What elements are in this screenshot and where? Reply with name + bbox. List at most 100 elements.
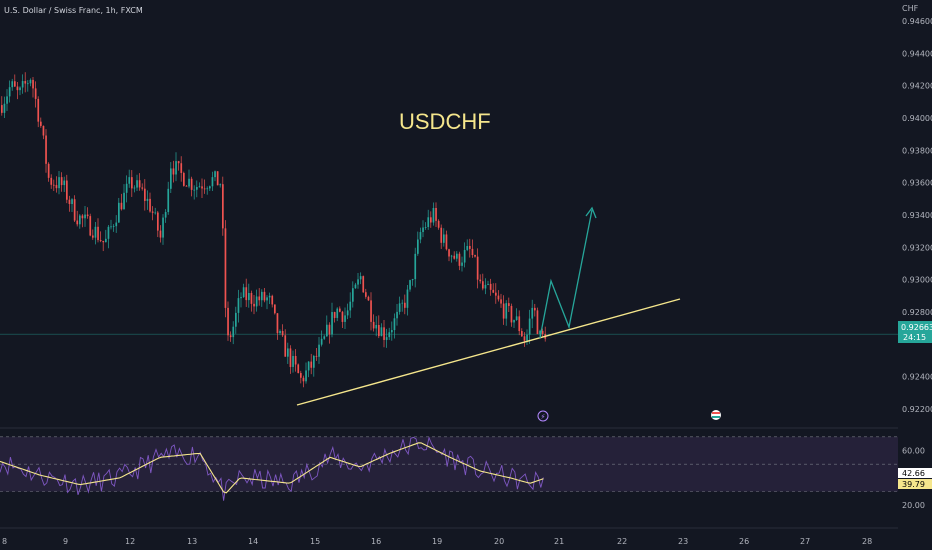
candle-body bbox=[349, 301, 352, 311]
candle-body bbox=[175, 161, 177, 175]
candle-body bbox=[279, 331, 281, 334]
candle-body bbox=[219, 184, 222, 186]
candle-body bbox=[177, 161, 180, 164]
candle-body bbox=[378, 324, 380, 337]
candle-body bbox=[456, 253, 458, 259]
candle-body bbox=[383, 327, 385, 340]
candle-body bbox=[476, 256, 479, 280]
candle-body bbox=[55, 185, 58, 189]
bar-countdown: 24:15 bbox=[903, 333, 926, 342]
candle-body bbox=[79, 215, 81, 225]
candle-body bbox=[40, 121, 42, 126]
candle-body bbox=[359, 276, 362, 280]
candle-body bbox=[445, 234, 448, 250]
candle-body bbox=[305, 370, 307, 382]
candle-body bbox=[346, 310, 349, 316]
candle-body bbox=[136, 180, 138, 188]
candle-body bbox=[414, 253, 417, 280]
candle-body bbox=[149, 198, 151, 212]
time-tick-label: 14 bbox=[248, 537, 258, 546]
candle-body bbox=[328, 324, 331, 335]
candle-body bbox=[458, 253, 461, 266]
candle-body bbox=[50, 177, 53, 185]
candle-body bbox=[144, 188, 146, 201]
candle-body bbox=[339, 308, 341, 312]
candle-body bbox=[71, 199, 73, 205]
candle-body bbox=[157, 212, 159, 231]
price-tick-label: 0.93400 bbox=[902, 211, 932, 220]
candle-body bbox=[196, 187, 198, 190]
candle-body bbox=[307, 361, 310, 371]
candle-body bbox=[68, 199, 71, 205]
candle-body bbox=[167, 188, 170, 213]
candle-body bbox=[508, 303, 510, 306]
candle-body bbox=[66, 180, 68, 200]
candle-body bbox=[326, 324, 328, 337]
candle-body bbox=[276, 313, 279, 334]
flag-event-icon[interactable] bbox=[711, 410, 721, 420]
candle-body bbox=[474, 255, 476, 257]
candle-body bbox=[253, 303, 255, 307]
candle-body bbox=[63, 180, 66, 186]
candle-body bbox=[523, 336, 526, 341]
candle-body bbox=[214, 171, 216, 178]
candle-body bbox=[89, 216, 92, 236]
time-tick-label: 13 bbox=[187, 537, 197, 546]
candle-body bbox=[141, 187, 144, 189]
candle-body bbox=[417, 239, 419, 254]
time-tick-label: 22 bbox=[617, 537, 627, 546]
candle-body bbox=[357, 279, 359, 285]
candle-body bbox=[437, 220, 440, 228]
candle-body bbox=[102, 240, 105, 243]
candle-body bbox=[510, 305, 513, 323]
candle-body bbox=[393, 318, 396, 331]
candle-body bbox=[110, 226, 112, 228]
candle-body bbox=[237, 298, 240, 313]
lightning-icon[interactable]: ⚡ bbox=[537, 410, 549, 422]
candle-body bbox=[235, 312, 237, 327]
rsi-value: 42.66 bbox=[902, 469, 925, 478]
projection-path bbox=[539, 209, 593, 339]
candle-body bbox=[211, 177, 214, 187]
candle-body bbox=[495, 292, 497, 296]
price-axis[interactable]: CHF 0.94600 0.94400 0.94200 0.94000 0.93800 0… bbox=[902, 4, 932, 414]
candle-body bbox=[268, 295, 271, 298]
candle-body bbox=[222, 184, 224, 229]
candle-body bbox=[115, 222, 118, 227]
candle-body bbox=[500, 299, 502, 304]
time-tick-label: 9 bbox=[63, 537, 68, 546]
current-price-value: 0.92663 bbox=[901, 323, 932, 332]
chart-annotation-title: USDCHF bbox=[399, 109, 491, 134]
candle-body bbox=[86, 214, 89, 217]
time-tick-label: 21 bbox=[554, 537, 564, 546]
price-tick-label: 0.93800 bbox=[902, 146, 932, 155]
support-trendline bbox=[296, 298, 681, 406]
candle-body bbox=[261, 291, 263, 301]
candle-body bbox=[385, 337, 388, 340]
candle-body bbox=[58, 177, 60, 189]
candle-body bbox=[281, 331, 284, 336]
candle-body bbox=[29, 79, 32, 84]
candle-body bbox=[391, 330, 393, 333]
candle-body bbox=[266, 297, 268, 301]
current-price-tag: 0.92663 24:15 bbox=[898, 321, 932, 343]
candle-body bbox=[435, 207, 437, 221]
candle-body bbox=[76, 220, 79, 225]
candle-body bbox=[99, 240, 102, 241]
candle-body bbox=[432, 207, 435, 223]
candle-body bbox=[380, 327, 383, 337]
candle-body bbox=[302, 377, 305, 382]
time-axis[interactable]: 8 9 12 13 14 15 16 19 20 21 22 23 26 27 28 bbox=[0, 527, 898, 546]
price-tick-label: 0.93000 bbox=[902, 276, 932, 285]
candle-body bbox=[331, 312, 333, 335]
candle-body bbox=[60, 177, 63, 186]
rsi-axis-label: 60.00 bbox=[902, 447, 925, 456]
symbol-legend[interactable]: U.S. Dollar / Swiss Franc, 1h, FXCM bbox=[4, 6, 143, 15]
candle-body bbox=[482, 281, 484, 289]
candle-body bbox=[315, 355, 318, 357]
candle-body bbox=[146, 198, 149, 201]
candle-body bbox=[274, 304, 276, 314]
candle-body bbox=[419, 232, 422, 240]
currency-label: CHF bbox=[902, 4, 919, 13]
